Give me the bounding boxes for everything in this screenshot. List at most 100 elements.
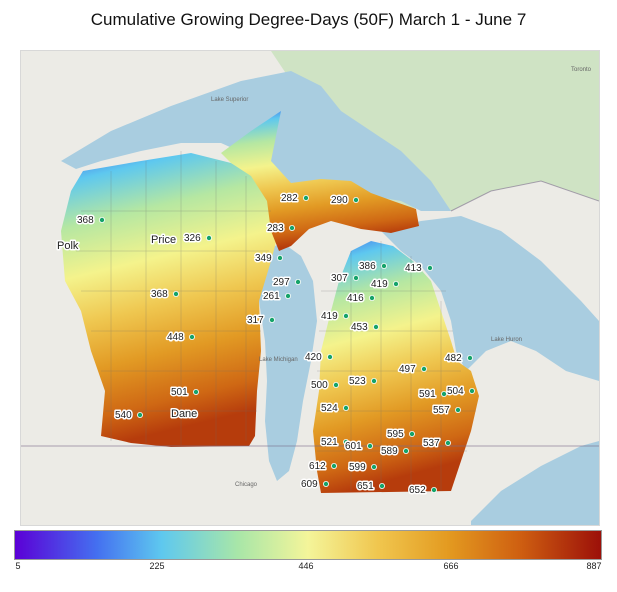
station-value-label: 609 [301, 479, 318, 490]
lake-huron-label: Lake Huron [491, 337, 522, 343]
station-value-label: 591 [419, 389, 436, 400]
station-value-label: 307 [331, 273, 348, 284]
station-point[interactable] [342, 312, 349, 319]
station-value-label: 413 [405, 263, 422, 274]
station-point[interactable] [402, 447, 409, 454]
station-value-label: 652 [409, 485, 426, 496]
station-point[interactable] [288, 224, 295, 231]
station-point[interactable] [380, 262, 387, 269]
station-point[interactable] [188, 333, 195, 340]
lake-superior-label: Lake Superior [211, 97, 248, 103]
station-point[interactable] [137, 411, 144, 418]
station-point[interactable] [378, 482, 385, 489]
station-point[interactable] [466, 354, 473, 361]
station-value-label: 497 [399, 364, 416, 375]
colorbar-tick-max: 887 [586, 561, 602, 571]
station-point[interactable] [332, 381, 339, 388]
station-value-label: 261 [263, 291, 280, 302]
station-value-label: 501 [171, 387, 188, 398]
station-point[interactable] [172, 290, 179, 297]
map-title: Cumulative Growing Degree-Days (50F) Mar… [90, 10, 527, 29]
station-value-label: 448 [167, 332, 184, 343]
county-label-polk: Polk [57, 240, 79, 252]
station-point[interactable] [302, 194, 309, 201]
lake-huron [381, 216, 599, 381]
station-point[interactable] [352, 274, 359, 281]
station-point[interactable] [426, 264, 433, 271]
station-value-label: 612 [309, 461, 326, 472]
station-point[interactable] [370, 377, 377, 384]
station-value-label: 349 [255, 253, 272, 264]
station-value-label: 601 [345, 441, 362, 452]
station-value-label: 420 [305, 352, 322, 363]
station-value-label: 557 [433, 405, 450, 416]
station-point[interactable] [444, 439, 451, 446]
station-point[interactable] [322, 480, 329, 487]
station-point[interactable] [268, 316, 275, 323]
station-value-label: 523 [349, 376, 366, 387]
station-value-label: 537 [423, 438, 440, 449]
station-value-label: 500 [311, 380, 328, 391]
station-value-label: 297 [273, 277, 290, 288]
station-point[interactable] [454, 406, 461, 413]
station-point[interactable] [330, 462, 337, 469]
station-point[interactable] [392, 280, 399, 287]
lower-peninsula-gdd-region [313, 241, 479, 493]
station-point[interactable] [368, 294, 375, 301]
station-value-label: 540 [115, 410, 132, 421]
station-point[interactable] [420, 365, 427, 372]
station-point[interactable] [99, 216, 106, 223]
station-value-label: 282 [281, 193, 298, 204]
station-point[interactable] [326, 353, 333, 360]
station-value-label: 482 [445, 353, 462, 364]
lake-michigan [257, 243, 317, 481]
station-value-label: 504 [447, 386, 464, 397]
station-point[interactable] [352, 196, 359, 203]
colorbar-tick-4: 666 [443, 561, 459, 571]
station-point[interactable] [342, 404, 349, 411]
station-value-label: 419 [371, 279, 388, 290]
map-canvas[interactable]: Lake Superior Lake Huron Lake Michigan P… [20, 50, 600, 526]
station-value-label: 651 [357, 481, 374, 492]
colorbar-tick-3: 446 [298, 561, 314, 571]
station-point[interactable] [408, 430, 415, 437]
station-value-label: 368 [77, 215, 94, 226]
colorbar-tick-2: 225 [149, 561, 165, 571]
station-value-label: 283 [267, 223, 284, 234]
station-point[interactable] [430, 486, 437, 493]
station-value-label: 521 [321, 437, 338, 448]
upper-peninsula-gdd-region [221, 111, 419, 251]
station-value-label: 589 [381, 446, 398, 457]
station-point[interactable] [205, 234, 212, 241]
map-svg: Lake Superior Lake Huron Lake Michigan P… [21, 51, 599, 525]
county-label-dane: Dane [171, 408, 197, 420]
county-label-price: Price [151, 234, 176, 246]
station-point[interactable] [366, 442, 373, 449]
station-point[interactable] [284, 292, 291, 299]
station-value-label: 290 [331, 195, 348, 206]
colorbar [14, 530, 602, 560]
station-value-label: 317 [247, 315, 264, 326]
lake-michigan-label: Lake Michigan [259, 357, 298, 363]
wisconsin-gdd-region [61, 153, 281, 447]
station-point[interactable] [372, 323, 379, 330]
colorbar-tick-min: 5 [15, 561, 21, 571]
station-value-label: 524 [321, 403, 338, 414]
station-point[interactable] [370, 463, 377, 470]
station-point[interactable] [192, 388, 199, 395]
canada-land [271, 51, 599, 221]
station-point[interactable] [468, 387, 475, 394]
station-point[interactable] [342, 438, 349, 445]
station-point[interactable] [276, 254, 283, 261]
station-value-label: 326 [184, 233, 201, 244]
toronto-label: Toronto [571, 67, 592, 73]
station-point[interactable] [294, 278, 301, 285]
county-grid [76, 151, 476, 491]
station-value-label: 599 [349, 462, 366, 473]
chicago-label: Chicago [235, 482, 258, 488]
station-value-label: 386 [359, 261, 376, 272]
state-borders [21, 180, 599, 447]
station-value-label: 595 [387, 429, 404, 440]
lake-erie [471, 441, 599, 525]
station-point[interactable] [440, 390, 447, 397]
